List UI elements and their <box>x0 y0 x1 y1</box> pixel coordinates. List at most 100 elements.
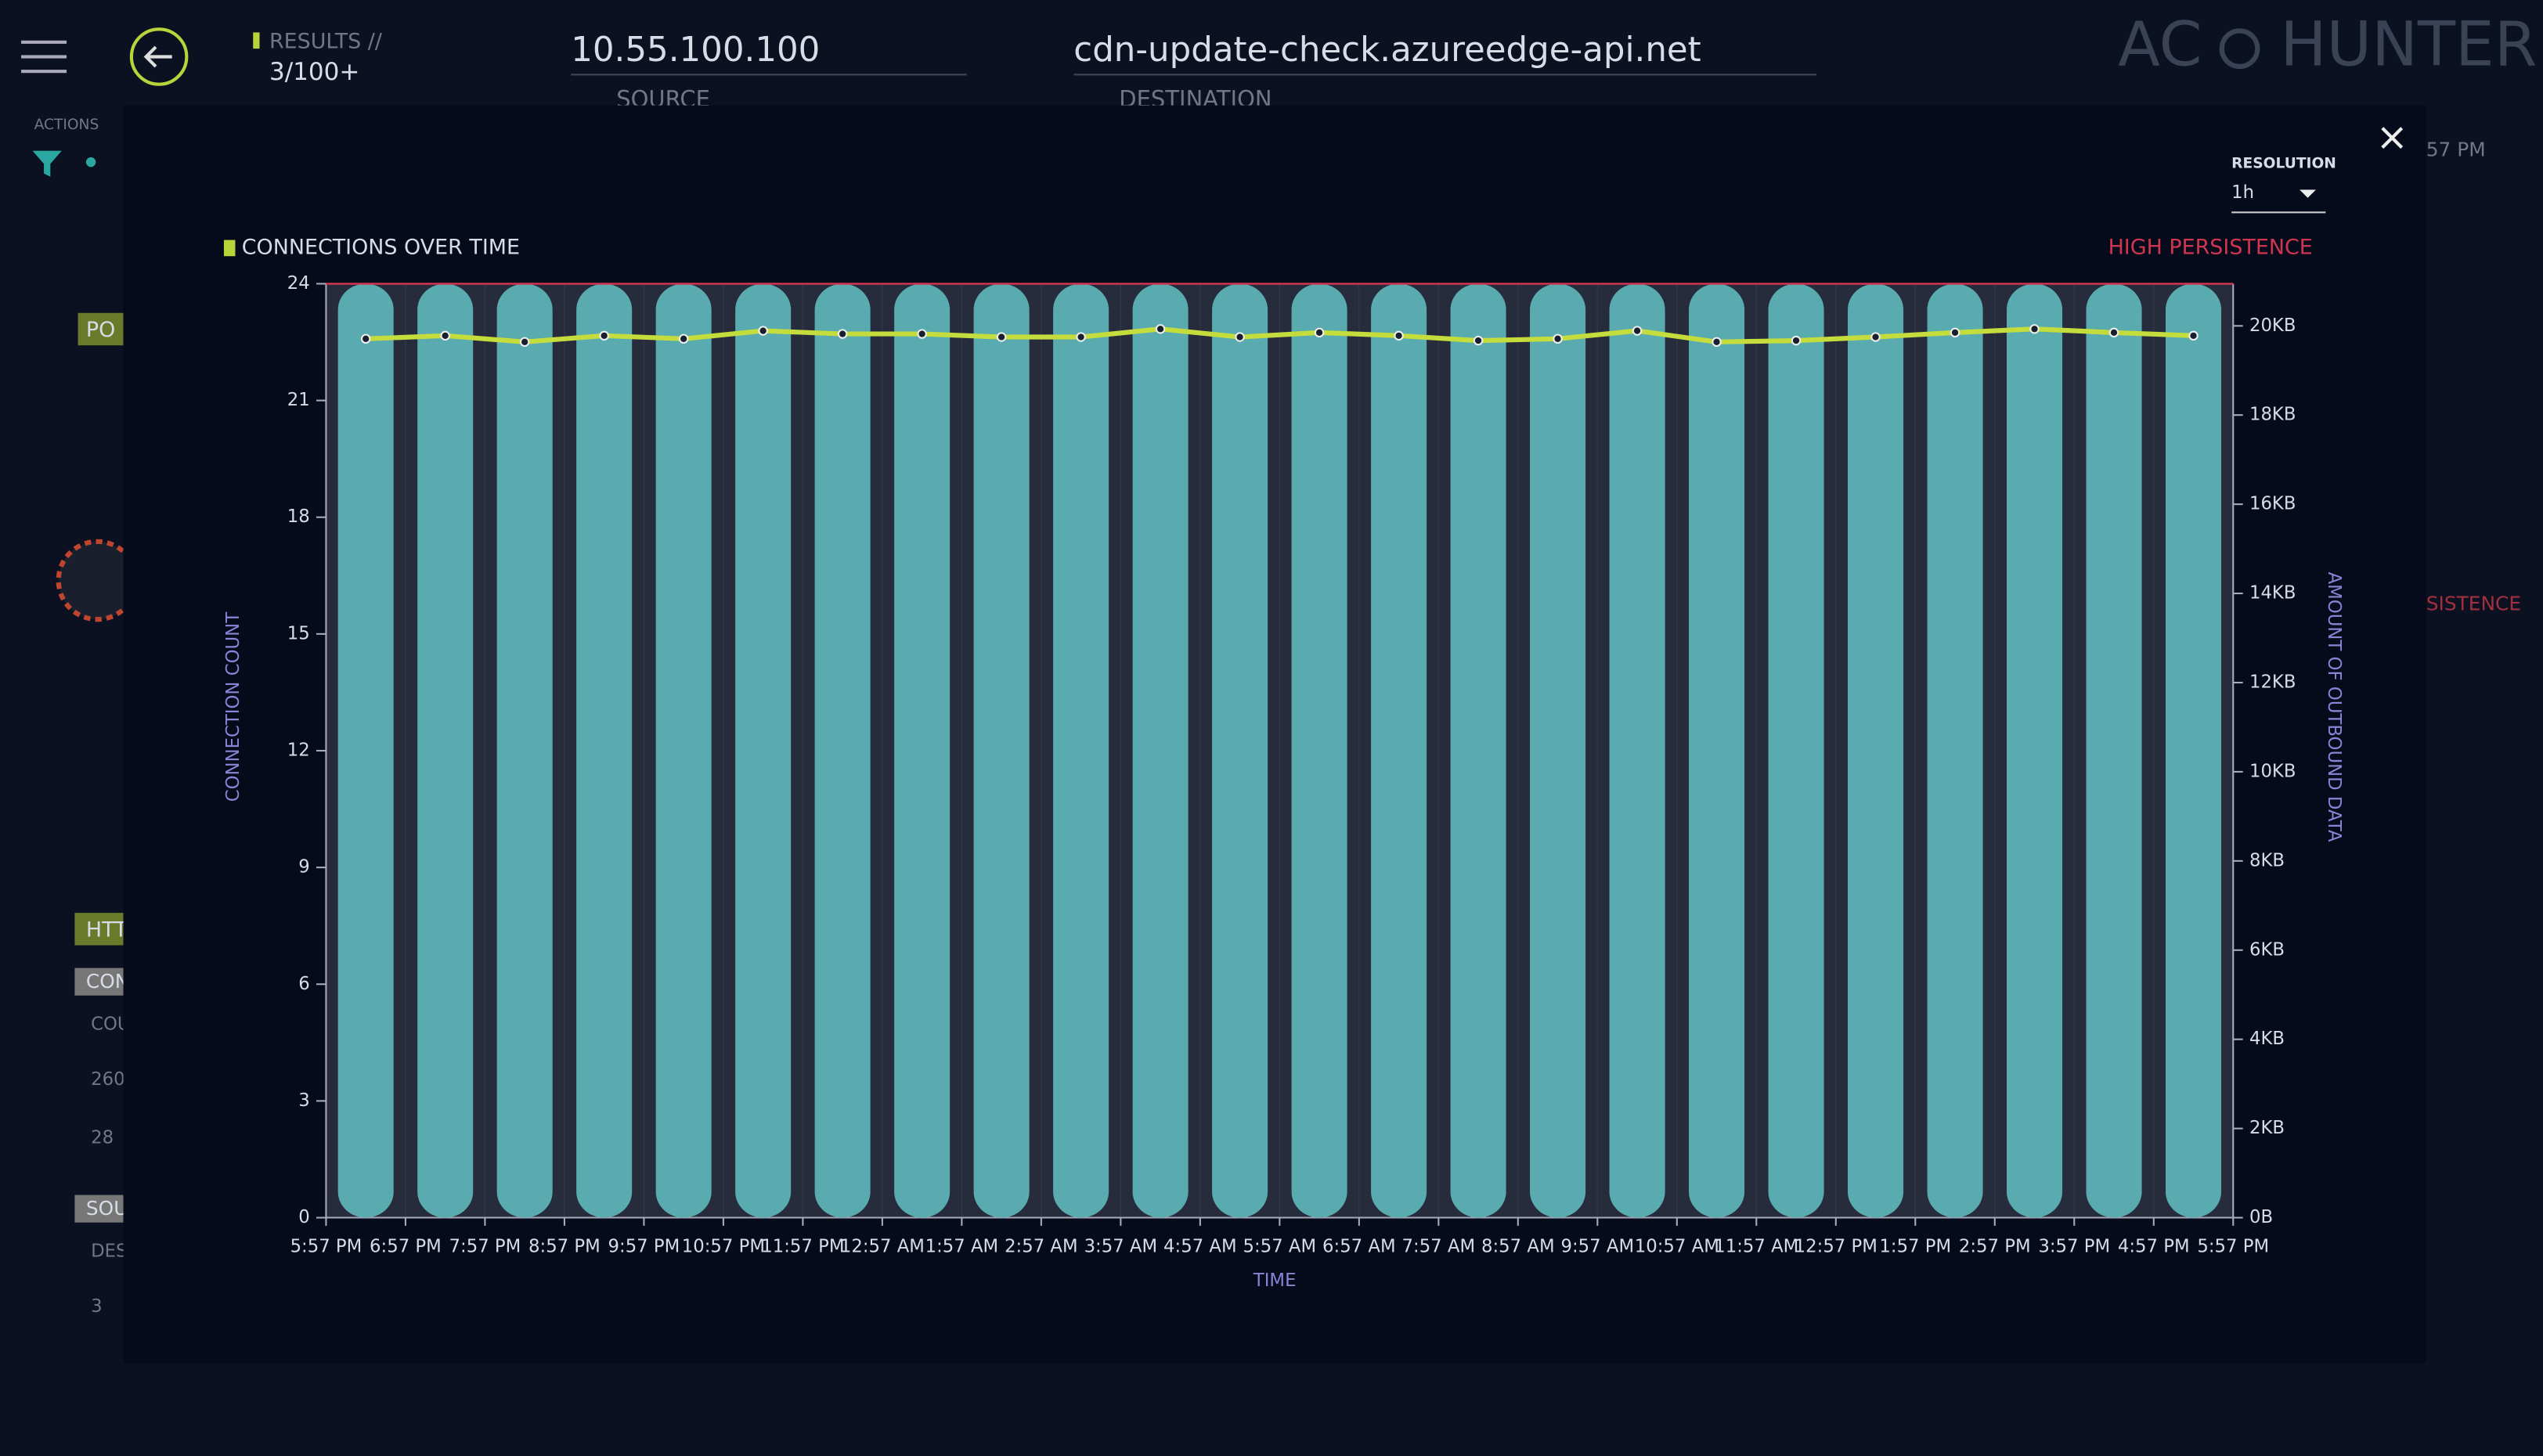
bar <box>1132 283 1189 1218</box>
y-tick-label: 15 <box>287 623 310 643</box>
close-button[interactable] <box>2381 127 2404 149</box>
bar <box>735 283 792 1218</box>
source-value: 10.55.100.100 <box>571 31 820 70</box>
tag-bg <box>74 968 124 996</box>
line-point <box>1394 330 1404 341</box>
bar <box>655 283 712 1218</box>
x-tick-label: 4:57 AM <box>1163 1236 1237 1256</box>
results-count: 3/100+ <box>269 58 360 86</box>
chart-title: CONNECTIONS OVER TIME <box>242 235 520 259</box>
line-point <box>1076 332 1086 342</box>
right-time: 57 PM <box>2426 139 2486 161</box>
y2-tick-label: 16KB <box>2249 494 2296 514</box>
tag: PO <box>86 318 115 342</box>
bar <box>2086 283 2142 1218</box>
line-point <box>1314 327 1325 338</box>
filter-icon[interactable] <box>32 150 62 177</box>
bar <box>973 283 1030 1218</box>
y-axis-title: CONNECTION COUNT <box>223 612 243 802</box>
line-point <box>1791 335 1802 346</box>
x-tick-label: 2:57 PM <box>1959 1236 2031 1256</box>
x-tick-label: 12:57 PM <box>1795 1236 1877 1256</box>
tag: CON <box>86 970 129 993</box>
line-point <box>1553 333 1563 344</box>
plot: 5:57 PM 6:57 PM 7:57 PM 8:57 PM 9:57 PM 10:57… <box>287 273 2296 1256</box>
y-tick-label: 3 <box>298 1090 309 1111</box>
bar <box>576 283 633 1218</box>
bar <box>1927 283 1983 1218</box>
bar <box>337 283 394 1218</box>
line-point <box>360 333 371 344</box>
actions-label: ACTIONS <box>34 117 99 133</box>
x-tick-label: 9:57 AM <box>1561 1236 1635 1256</box>
title-marker <box>223 240 236 257</box>
y-tick-label: 21 <box>287 390 310 410</box>
y2-tick-label: 2KB <box>2249 1118 2285 1138</box>
y2-tick-label: 8KB <box>2249 850 2285 870</box>
line-point <box>2029 324 2040 334</box>
bar <box>2007 283 2063 1218</box>
x-tick-label: 9:57 PM <box>608 1236 680 1256</box>
logo-left: AC <box>2118 9 2202 81</box>
line-point <box>599 330 609 341</box>
y2-tick-label: 14KB <box>2249 583 2296 604</box>
line-point <box>1473 335 1484 346</box>
right-label: SISTENCE <box>2426 593 2521 615</box>
bar <box>1053 283 1109 1218</box>
menu-button[interactable] <box>21 40 67 74</box>
bar <box>1291 283 1347 1218</box>
y2-axis-title: AMOUNT OF OUTBOUND DATA <box>2324 572 2344 842</box>
y-tick-label: 9 <box>298 857 309 878</box>
x-tick-label: 3:57 PM <box>2038 1236 2110 1256</box>
line-point <box>1870 332 1881 342</box>
bar <box>417 283 474 1218</box>
x-tick-label: 11:57 PM <box>761 1236 844 1256</box>
line-point <box>837 329 848 339</box>
line-point <box>440 330 450 341</box>
line-point <box>2188 330 2199 341</box>
bar <box>1212 283 1268 1218</box>
x-tick-label: 8:57 AM <box>1481 1236 1555 1256</box>
resolution-value[interactable]: 1h <box>2231 182 2254 203</box>
x-tick-label: 1:57 PM <box>1879 1236 1951 1256</box>
bar <box>814 283 871 1218</box>
x-tick-label: 8:57 PM <box>528 1236 601 1256</box>
line-point <box>917 329 927 339</box>
x-tick-label: 12:57 AM <box>840 1236 925 1256</box>
bar <box>1848 283 1904 1218</box>
y-tick-label: 12 <box>287 740 310 760</box>
x-tick-label: 1:57 AM <box>925 1236 999 1256</box>
back-button[interactable] <box>129 27 189 86</box>
x-tick-label: 7:57 PM <box>449 1236 521 1256</box>
y-tick-label: 24 <box>287 273 310 294</box>
resolution-label: RESOLUTION <box>2231 156 2336 172</box>
line-point <box>1235 332 1245 342</box>
line-point <box>996 332 1007 342</box>
bar <box>1689 283 1745 1218</box>
x-tick-label: 10:57 PM <box>682 1236 765 1256</box>
y2-tick-label: 10KB <box>2249 761 2296 781</box>
tag: HTT <box>86 917 128 942</box>
tag: SOU <box>86 1197 128 1220</box>
share-icon[interactable] <box>85 157 96 168</box>
y2-tick-label: 20KB <box>2249 315 2296 336</box>
x-tick-label: 6:57 AM <box>1322 1236 1396 1256</box>
line-point <box>519 337 530 348</box>
x-tick-label: 11:57 AM <box>1714 1236 1798 1256</box>
x-tick-label: 10:57 AM <box>1635 1236 1719 1256</box>
results-label: RESULTS // <box>269 29 383 53</box>
line-point <box>678 333 689 344</box>
y-tick-label: 0 <box>298 1207 309 1227</box>
x-axis-title: TIME <box>1253 1270 1297 1291</box>
destination-value: cdn-update-check.azureedge-api.net <box>1073 31 1701 70</box>
y2-tick-label: 6KB <box>2249 939 2285 960</box>
tag-bg <box>74 1195 124 1223</box>
results-marker <box>253 32 260 49</box>
line-point <box>1632 326 1643 336</box>
sidebar-text: 28 <box>91 1128 114 1148</box>
bar <box>1530 283 1586 1218</box>
x-tick-label: 5:57 PM <box>2197 1236 2269 1256</box>
x-tick-label: 3:57 AM <box>1084 1236 1158 1256</box>
x-tick-label: 7:57 AM <box>1402 1236 1476 1256</box>
